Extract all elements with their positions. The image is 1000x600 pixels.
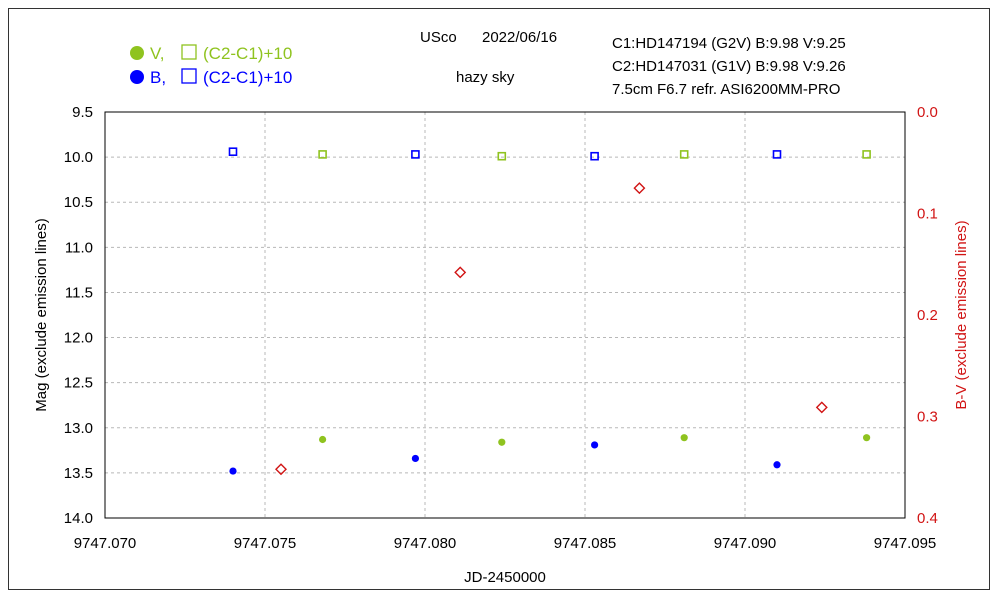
y-left-tick-label: 11.0 [65,239,93,256]
plot-area [104,111,906,519]
point-b-v [633,182,646,195]
point-v [319,435,327,444]
y-left-tick-label: 13.0 [64,420,93,437]
y-right-tick-label: 0.1 [917,206,938,223]
point-b-c2-c1-10 [228,147,238,156]
y-left-tick-label: 10.5 [64,194,93,211]
x-tick-label: 9747.095 [874,535,937,552]
legend-v-check-marker [181,44,197,60]
chart-frame [8,8,990,590]
legend-b-check-marker [181,68,197,84]
x-tick-label: 9747.075 [234,535,297,552]
x-tick-label: 9747.090 [714,535,777,552]
y-left-tick-label: 12.5 [64,375,93,392]
y-axis-left: 9.5 10.0 10.5 11.0 11.5 12.0 12.5 13.0 13.5 14.0 [64,104,93,527]
point-b-v [275,463,287,476]
legend: V, (C2-C1)+10 B, (C2-C1)+10 [130,44,292,87]
data-marks [228,147,871,476]
y-axis-right: 0.0 0.1 0.2 0.3 0.4 [917,104,938,527]
point-b-v [454,266,467,279]
legend-b-label: B, [150,68,166,87]
y-right-tick-label: 0.3 [917,409,938,426]
point-v-c2-c1-10 [318,150,327,159]
point-v [498,438,506,446]
point-b-v [815,401,828,414]
x-tick-label: 9747.085 [554,535,617,552]
x-tick-label: 9747.070 [74,535,137,552]
point-v-c2-c1-10 [862,150,871,159]
header-instrument: 7.5cm F6.7 refr. ASI6200MM-PRO [612,81,840,98]
legend-b-marker [130,70,144,84]
header-date: 2022/06/16 [482,29,557,46]
legend-b-check-label: (C2-C1)+10 [203,68,292,87]
y-right-tick-label: 0.2 [917,307,938,324]
point-b [411,454,419,463]
x-tick-label: 9747.080 [394,535,457,552]
y-right-tick-label: 0.0 [917,104,938,121]
y-left-tick-label: 11.5 [65,284,93,301]
y-left-tick-label: 13.5 [64,465,93,482]
header-comp2: C2:HD147031 (G1V) B:9.98 V:9.26 [612,58,846,75]
point-b [773,461,781,469]
point-v [680,434,688,442]
point-v-c2-c1-10 [497,151,507,161]
legend-v-check-label: (C2-C1)+10 [203,44,292,63]
point-v-c2-c1-10 [679,150,689,159]
point-b-c2-c1-10 [411,150,420,159]
point-b [591,441,599,449]
y-axis-right-label: B-V (exclude emission lines) [953,220,970,409]
x-axis-label: JD-2450000 [464,569,546,586]
legend-v-label: V, [150,44,165,63]
point-v [863,434,871,442]
y-right-tick-label: 0.4 [917,510,938,527]
y-axis-left-label: Mag (exclude emission lines) [33,218,50,411]
y-left-tick-label: 9.5 [72,104,93,121]
point-b-c2-c1-10 [772,150,782,159]
point-b [229,467,237,475]
header-object: USco [420,29,457,46]
y-left-tick-label: 12.0 [64,330,93,347]
y-left-tick-label: 14.0 [64,510,93,527]
x-axis: 9747.070 9747.075 9747.080 9747.085 9747.090… [74,535,937,552]
header-comp1: C1:HD147194 (G2V) B:9.98 V:9.25 [612,35,846,52]
legend-v-marker [130,46,144,60]
point-b-c2-c1-10 [590,151,599,161]
grid [105,112,905,518]
header-sky: hazy sky [456,69,515,86]
y-left-tick-label: 10.0 [64,149,93,166]
